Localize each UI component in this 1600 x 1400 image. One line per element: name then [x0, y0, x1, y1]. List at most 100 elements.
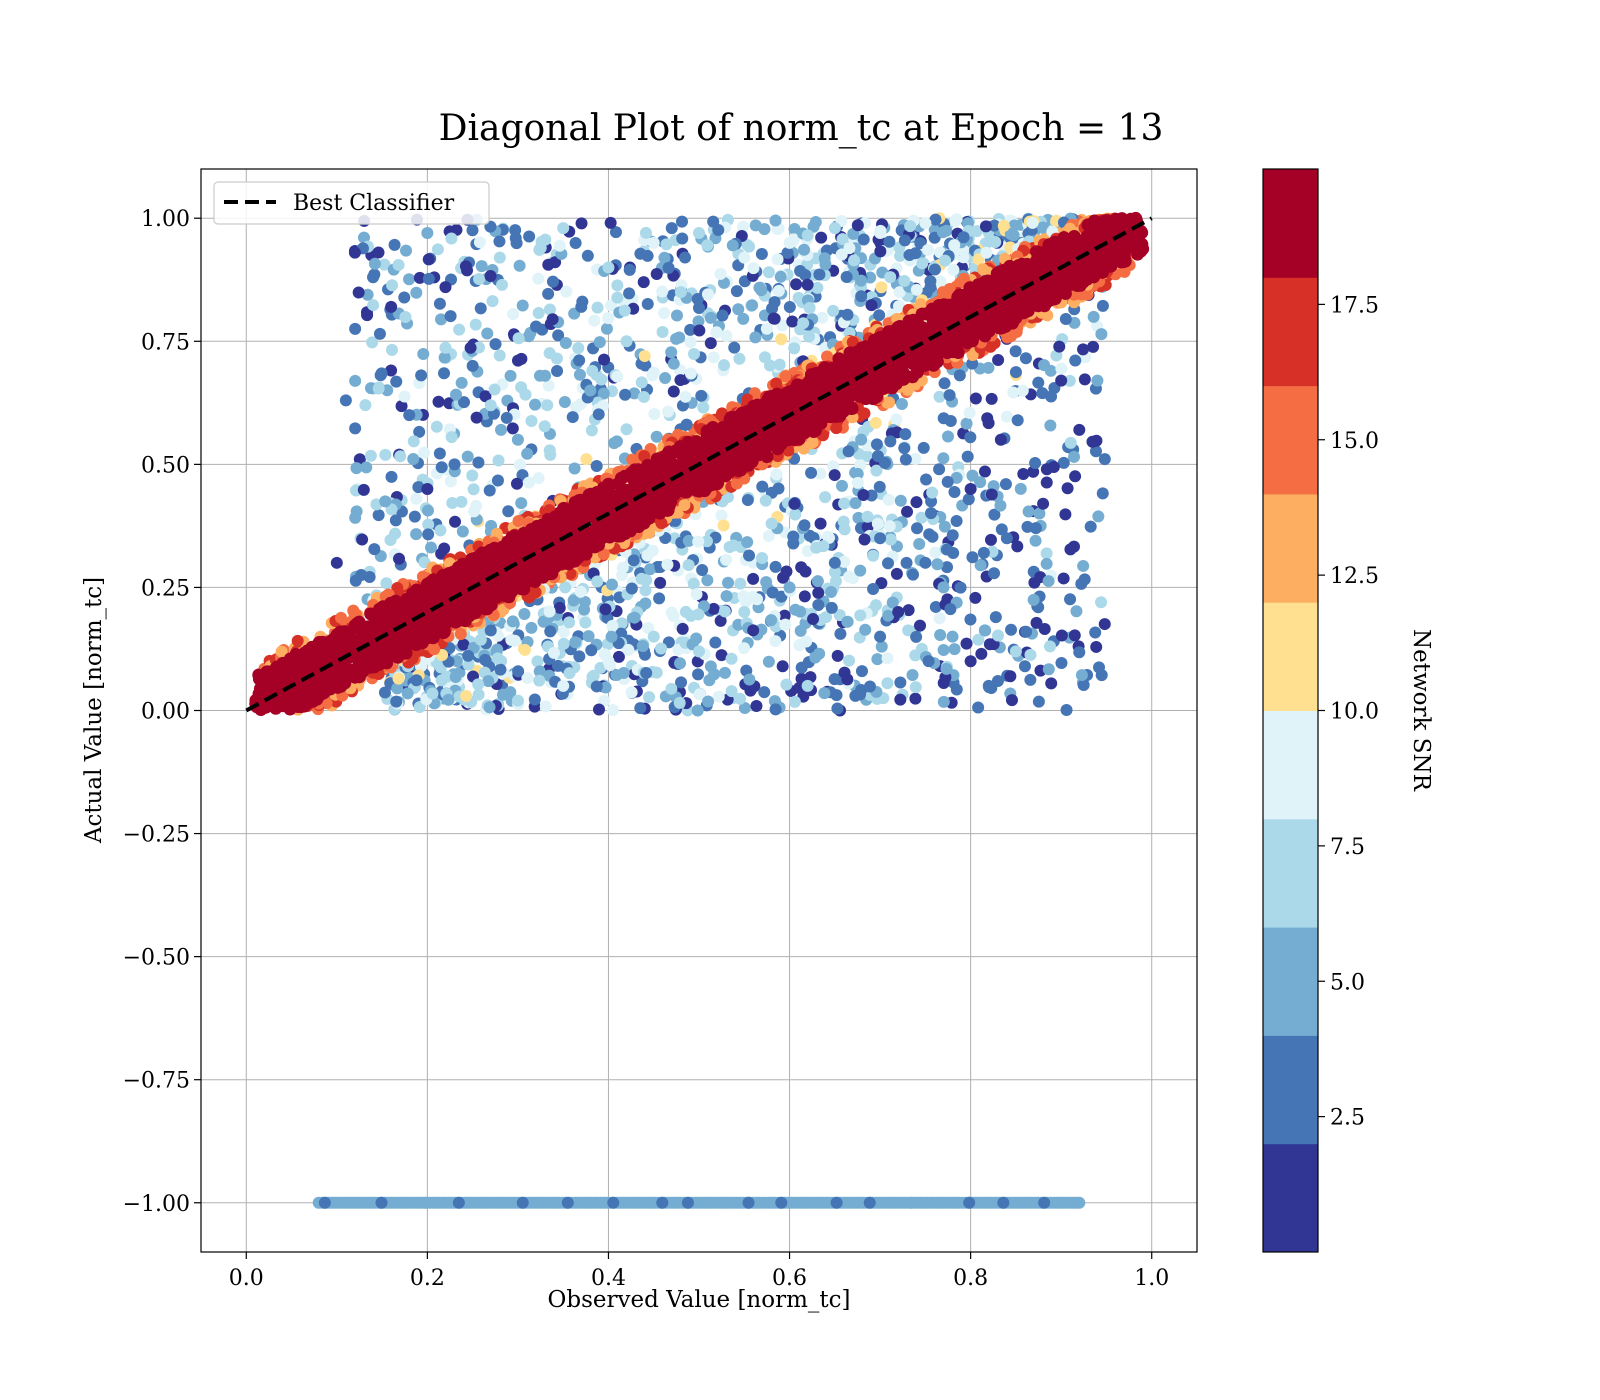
data-point [643, 691, 656, 704]
data-point [401, 687, 414, 700]
data-point [1005, 623, 1018, 636]
data-point [457, 638, 470, 651]
data-point [684, 336, 697, 349]
data-point [936, 226, 949, 239]
data-point [747, 624, 760, 637]
data-point [813, 268, 826, 281]
data-point [432, 395, 445, 408]
data-point [825, 585, 838, 598]
data-point [491, 474, 504, 487]
data-point [924, 275, 937, 288]
data-point [870, 464, 883, 477]
data-point [972, 633, 985, 646]
data-point [901, 505, 914, 518]
data-point [867, 549, 880, 562]
data-point [537, 615, 550, 628]
data-point [1004, 670, 1017, 683]
data-point [753, 281, 766, 294]
data-point [573, 650, 586, 663]
data-point [838, 523, 851, 536]
data-point [523, 230, 536, 243]
data-point [984, 234, 997, 247]
data-point [915, 511, 928, 524]
data-point [573, 354, 586, 367]
data-point [440, 670, 453, 683]
data-point [783, 300, 796, 313]
data-point [513, 458, 526, 471]
data-point [960, 417, 973, 430]
data-point [614, 471, 628, 485]
data-point [637, 276, 650, 289]
data-point [560, 285, 573, 298]
data-point [606, 704, 619, 717]
data-point [809, 651, 822, 664]
data-point [857, 489, 870, 502]
data-point [418, 446, 431, 459]
data-point [913, 538, 926, 551]
data-point [521, 672, 534, 685]
data-point [1029, 456, 1042, 469]
data-point [1084, 520, 1097, 533]
data-point [582, 630, 595, 643]
data-point [1024, 648, 1037, 661]
data-point [430, 420, 443, 433]
data-point [642, 622, 655, 635]
data-point [716, 309, 729, 322]
data-point [801, 229, 814, 242]
data-point [1005, 694, 1018, 707]
data-point [734, 577, 747, 590]
data-point [444, 475, 457, 488]
data-point [894, 676, 907, 689]
data-point [639, 226, 652, 239]
data-point [903, 248, 916, 261]
data-point [691, 293, 704, 306]
data-point [863, 680, 876, 693]
data-point [882, 557, 895, 570]
data-point [566, 411, 579, 424]
data-point [1040, 557, 1053, 570]
data-point [707, 351, 720, 364]
data-point [1070, 605, 1083, 618]
data-point [714, 267, 727, 280]
data-point [590, 460, 603, 473]
data-point [758, 686, 771, 699]
data-point [910, 630, 923, 643]
data-point [1017, 467, 1030, 480]
data-point [676, 215, 688, 228]
data-point [841, 673, 854, 686]
data-point [557, 626, 570, 639]
data-point [910, 283, 923, 296]
data-point [701, 288, 714, 301]
data-point [926, 530, 939, 543]
data-point [467, 483, 480, 496]
data-point [533, 665, 546, 678]
data-point [646, 544, 659, 557]
data-point [532, 272, 545, 285]
data-point [762, 266, 775, 279]
data-point [488, 383, 501, 396]
data-point [849, 497, 862, 510]
data-point [947, 263, 960, 276]
data-point [874, 245, 887, 258]
data-point [1044, 640, 1057, 653]
data-point [921, 243, 934, 256]
data-point [504, 369, 517, 382]
data-point [585, 644, 598, 657]
data-point [1095, 328, 1108, 341]
data-point [1078, 573, 1091, 586]
data-point [851, 476, 864, 489]
data-point [389, 514, 402, 527]
data-point [479, 653, 492, 666]
data-point [410, 674, 423, 687]
data-point [539, 233, 552, 246]
data-point [421, 504, 434, 517]
data-point [779, 618, 792, 631]
data-point [648, 407, 661, 420]
data-point [515, 381, 528, 394]
data-point [563, 616, 576, 629]
data-point [438, 351, 451, 364]
data-point [834, 627, 847, 640]
data-point [546, 313, 559, 326]
data-point [933, 390, 946, 403]
